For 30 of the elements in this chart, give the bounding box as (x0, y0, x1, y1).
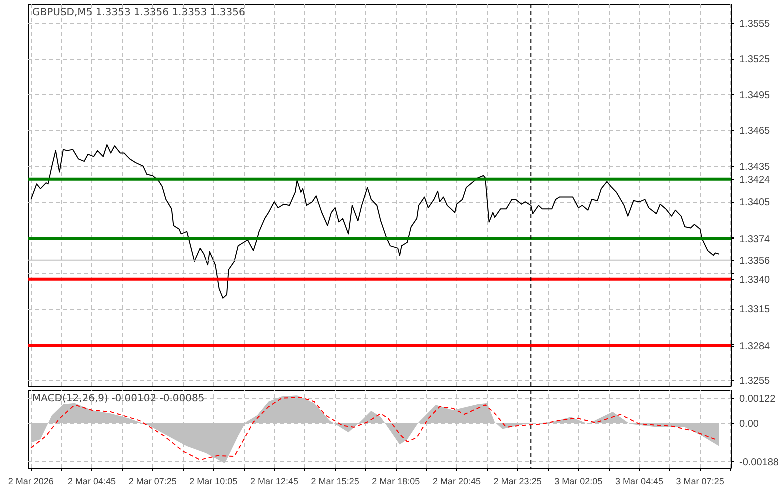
chart-title: MACD(12,26,9) -0.00102 -0.00085 (32, 394, 205, 404)
y-tick-label: -0.00188 (740, 457, 780, 468)
ref-line-label: 1.3374 (740, 234, 771, 246)
x-tick-label: 2 Mar 15:25 (311, 476, 360, 486)
y-tick-label: 1.3255 (740, 376, 771, 388)
x-tick-label: 2 Mar 12:45 (250, 476, 299, 486)
y-tick-label: 1.3465 (740, 126, 771, 138)
x-tick-label: 3 Mar 04:45 (615, 476, 664, 486)
x-tick-label: 3 Mar 02:05 (554, 476, 603, 486)
y-tick-label: 1.3495 (740, 90, 771, 102)
y-tick-label: 1.3555 (740, 19, 771, 30)
x-tick-label: 2 Mar 20:45 (432, 476, 482, 486)
y-tick-label: 1.3315 (740, 304, 771, 316)
x-tick-label: 2 Mar 07:25 (128, 476, 177, 486)
y-tick-label: 1.3405 (740, 198, 771, 209)
y-tick-label: 0.00122 (740, 394, 776, 405)
x-tick-label: 2 Mar 23:25 (494, 476, 542, 486)
ref-line-label: 1.3424 (740, 174, 771, 186)
ref-line-label: 1.3340 (740, 274, 771, 286)
y-tick-label: 1.3435 (740, 162, 771, 173)
chart-title: GBPUSD,M5 1.3353 1.3356 1.3353 1.3356 (32, 8, 246, 18)
x-tick-label: 2 Mar 10:05 (190, 476, 238, 486)
ref-line-label: 1.3284 (740, 342, 771, 353)
ref-line-label: 1.3356 (740, 256, 771, 267)
y-tick-label: 1.3525 (740, 54, 771, 66)
y-tick-label: 0.00 (740, 418, 760, 430)
x-tick-label: 2 Mar 2026 (8, 476, 54, 486)
x-tick-label: 2 Mar 18:05 (372, 476, 420, 486)
x-tick-label: 2 Mar 04:45 (68, 476, 116, 486)
x-tick-label: 3 Mar 07:25 (676, 476, 724, 486)
